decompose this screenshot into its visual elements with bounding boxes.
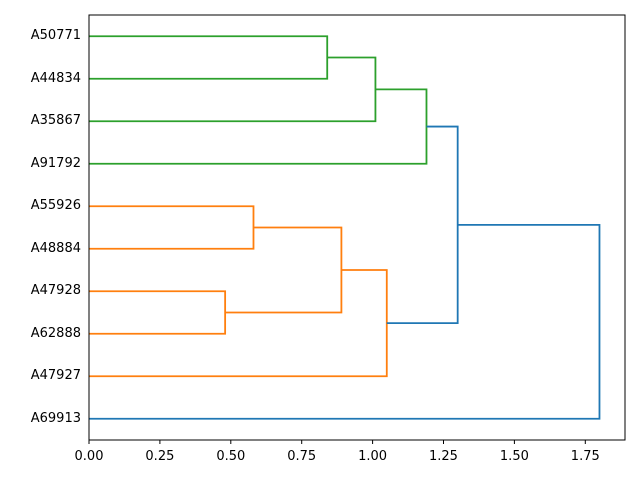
x-tick-label: 1.25 (429, 449, 458, 464)
leaf-label: A69913 (30, 410, 81, 426)
leaf-label: A44834 (30, 70, 81, 86)
x-tick-label: 1.50 (499, 449, 529, 464)
leaf-label: A62888 (30, 325, 81, 341)
leaf-label: A50771 (30, 28, 81, 44)
plot-border (88, 14, 626, 441)
x-tick-label: 0.75 (287, 449, 317, 464)
leaf-label: A35867 (30, 113, 81, 129)
leaf-label: A48884 (30, 240, 81, 256)
x-tick-label: 1.00 (358, 449, 388, 464)
leaf-label: A55926 (30, 198, 81, 214)
x-tick-label: 0.00 (74, 449, 104, 464)
leaf-label: A91792 (30, 155, 81, 171)
dendrogram-link-n6 (225, 226, 343, 314)
leaf-label: A47928 (30, 283, 81, 299)
dendrogram-link-n5 (89, 290, 227, 335)
dendrogram-link-n1 (89, 35, 329, 80)
x-tick-label: 0.50 (216, 449, 246, 464)
leaf-label: A47927 (30, 368, 81, 384)
dendrogram-link-n8 (386, 125, 459, 325)
x-tick-label: 1.75 (570, 449, 600, 464)
dendrogram-link-n3 (89, 88, 428, 165)
dendrogram-link-n2 (89, 56, 377, 123)
x-tick-label: 0.25 (145, 449, 175, 464)
dendrogram-link-n4 (89, 205, 255, 250)
dendrogram-link-n9 (89, 223, 601, 420)
